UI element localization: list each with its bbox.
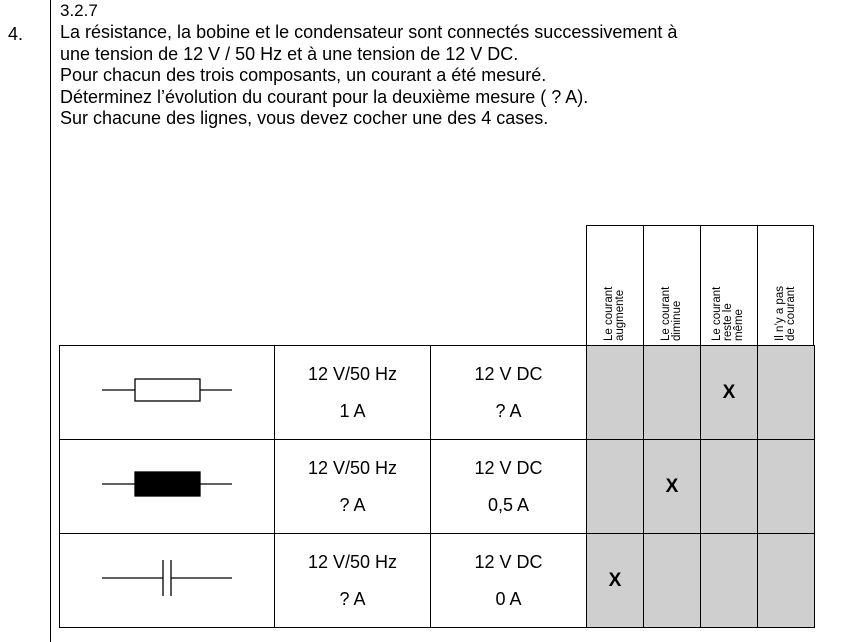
checkbox-no-current[interactable] (757, 533, 815, 628)
ac-voltage-label: 12 V/50 Hz (307, 457, 398, 478)
checkbox-same[interactable] (700, 439, 758, 534)
capacitor-icon (59, 533, 275, 628)
question-line: La résistance, la bobine et le condensat… (60, 22, 678, 42)
column-header-same: Le courant reste le même (711, 286, 745, 341)
checkbox-increase[interactable]: X (586, 533, 644, 628)
table-row: 12 V/50 Hz 1 A 12 V DC ? A X (59, 345, 815, 440)
checkbox-same[interactable] (700, 533, 758, 628)
question-line: Sur chacune des lignes, vous devez coche… (60, 108, 549, 129)
reference-number: 3.2.7 (60, 1, 98, 20)
checkbox-decrease[interactable] (643, 533, 701, 628)
dc-current-value: ? A (495, 400, 522, 421)
column-header-no-current: Il n’y a pas de courant (773, 285, 797, 341)
table-row: 12 V/50 Hz ? A 12 V DC 0,5 A X (59, 439, 815, 534)
column-header-box (643, 225, 700, 346)
ac-current-value: ? A (339, 588, 366, 609)
column-header-box (757, 225, 814, 346)
dc-current-value: 0 A (495, 588, 522, 609)
ac-current-value: ? A (339, 494, 366, 515)
checkbox-decrease[interactable] (643, 345, 701, 440)
ac-measure-cell: 12 V/50 Hz ? A (274, 439, 431, 534)
dc-voltage-label: 12 V DC (474, 363, 543, 384)
checkbox-no-current[interactable] (757, 345, 815, 440)
table-row: 12 V/50 Hz ? A 12 V DC 0 A X (59, 533, 815, 628)
ac-measure-cell: 12 V/50 Hz 1 A (274, 345, 431, 440)
column-header-decrease: Le courant diminue (659, 286, 683, 341)
question-text: La résistance, la bobine et le condensat… (60, 22, 840, 130)
dc-measure-cell: 12 V DC 0,5 A (430, 439, 587, 534)
inductor-icon (59, 439, 275, 534)
column-header-box (586, 225, 643, 346)
dc-voltage-label: 12 V DC (474, 551, 543, 572)
dc-measure-cell: 12 V DC ? A (430, 345, 587, 440)
question-line: une tension de 12 V / 50 Hz et à une ten… (60, 43, 519, 64)
dc-voltage-label: 12 V DC (474, 457, 543, 478)
checkbox-increase[interactable] (586, 439, 644, 534)
dc-measure-cell: 12 V DC 0 A (430, 533, 587, 628)
ac-measure-cell: 12 V/50 Hz ? A (274, 533, 431, 628)
dc-current-value: 0,5 A (487, 494, 530, 515)
column-header-box (700, 225, 757, 346)
checkbox-decrease[interactable]: X (643, 439, 701, 534)
answer-table: 12 V/50 Hz 1 A 12 V DC ? A X 12 V/50 Hz … (59, 345, 815, 628)
ac-voltage-label: 12 V/50 Hz (307, 363, 398, 384)
ac-voltage-label: 12 V/50 Hz (307, 551, 398, 572)
resistor-icon (59, 345, 275, 440)
margin-line (50, 0, 51, 642)
question-line: Pour chacun des trois composants, un cou… (60, 65, 547, 86)
column-header-increase: Le courant augmente (602, 286, 626, 341)
checkbox-same[interactable]: X (700, 345, 758, 440)
question-number: 4. (8, 24, 24, 44)
ac-current-value: 1 A (339, 400, 366, 421)
checkbox-increase[interactable] (586, 345, 644, 440)
checkbox-no-current[interactable] (757, 439, 815, 534)
question-line: Déterminez l’évolution du courant pour l… (60, 86, 589, 107)
